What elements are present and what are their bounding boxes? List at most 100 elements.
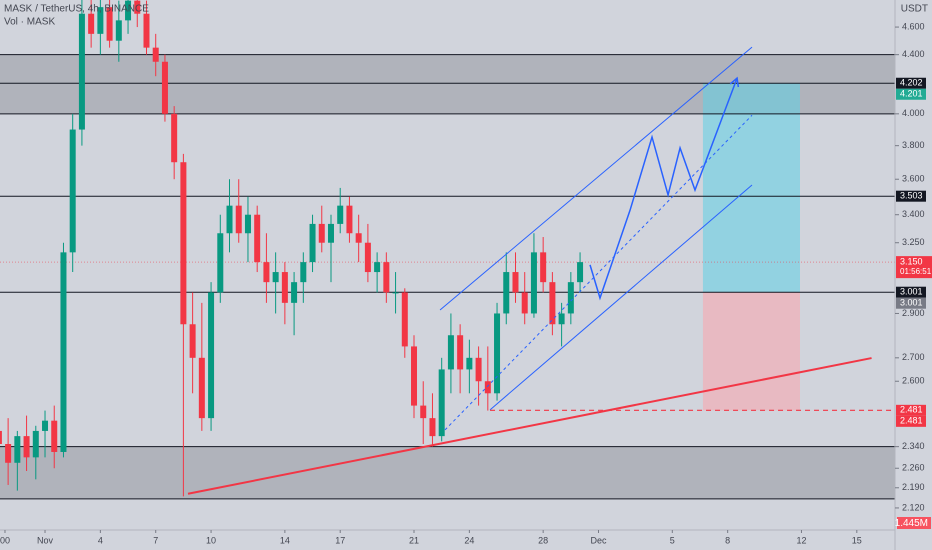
indicator-label: Vol · MASK [4, 17, 55, 28]
candle-body [69, 129, 76, 253]
currency-label: USDT [901, 4, 928, 15]
price-badge [896, 88, 926, 100]
x-tick-label: 24 [464, 535, 474, 545]
candle-body [88, 13, 95, 34]
y-tick-label: 2.120 [902, 502, 925, 512]
candle-body [549, 282, 556, 325]
candle-body [14, 436, 21, 463]
x-tick-label: 21 [409, 535, 419, 545]
price-label: 4.202 [900, 78, 923, 88]
candle-body [23, 436, 30, 458]
candle-body [171, 113, 178, 163]
candle-body [337, 205, 344, 224]
candle-body [309, 223, 316, 263]
candle-body [401, 292, 408, 347]
candle-body [244, 214, 251, 234]
candle-body [364, 242, 371, 273]
candle-body [512, 272, 519, 293]
x-tick-label: 8 [725, 535, 730, 545]
candle-body [374, 262, 381, 273]
candle-body [115, 20, 122, 41]
candle-body [521, 292, 528, 314]
candle-body [494, 313, 501, 394]
x-tick-label: 7 [153, 535, 158, 545]
candle-body [420, 405, 427, 419]
price-badge [896, 404, 926, 416]
candle-body [60, 252, 67, 452]
candle-body [355, 233, 362, 243]
x-tick-label: 17 [335, 535, 345, 545]
header: MASK / TetherUS, 4h, BINANCE Vol · MASK [4, 4, 149, 28]
price-label: 2.481 [900, 405, 923, 415]
candle-body [42, 420, 49, 431]
trend-line [439, 46, 753, 311]
y-tick-label: 4.400 [902, 49, 925, 59]
x-tick-label: 5 [670, 535, 675, 545]
candle-body [466, 357, 473, 370]
candle-body [484, 381, 491, 394]
target-zone [702, 83, 800, 293]
candle-body [161, 61, 168, 114]
price-badge [896, 77, 926, 89]
candle-body [180, 162, 187, 325]
candle-body [558, 313, 565, 325]
x-tick-label: 4 [98, 535, 103, 545]
price-label: 3.001 [900, 287, 923, 297]
candle-body [530, 252, 537, 314]
candle-body [318, 223, 325, 243]
candle-body [198, 357, 205, 419]
x-tick-label: 14 [280, 535, 290, 545]
candle-body [254, 214, 261, 263]
x-tick-label: 28 [538, 535, 548, 545]
candle-body [78, 13, 85, 130]
plot-area [0, 0, 895, 500]
candle-body [217, 233, 224, 293]
candle-body [0, 430, 2, 445]
y-tick-label: 2.900 [902, 308, 925, 318]
y-tick-label: 4.000 [902, 108, 925, 118]
candle-body [447, 335, 454, 370]
y-tick-label: 3.400 [902, 209, 925, 219]
y-tick-label: 2.260 [902, 463, 925, 473]
candle-body [97, 7, 104, 34]
candle-body [291, 282, 298, 303]
candle-body [189, 324, 196, 358]
symbol-title: MASK / TetherUS, 4h, BINANCE [4, 4, 149, 15]
last-price-label: 3.150 [900, 257, 923, 267]
x-tick-label: Dec [591, 535, 608, 545]
y-tick-label: 3.250 [902, 237, 925, 247]
candle-body [540, 252, 547, 283]
trend-line [187, 357, 872, 495]
candle-body [106, 7, 113, 41]
last-price-badge [896, 256, 932, 279]
candle-body [235, 205, 242, 234]
candle-body [125, 0, 132, 21]
price-badge [896, 190, 926, 202]
candle-body [411, 346, 418, 406]
candle-body [263, 262, 270, 283]
candle-body [208, 292, 215, 419]
price-badge [896, 286, 926, 298]
x-tick-label: 15 [852, 535, 862, 545]
volume-badge [897, 517, 931, 529]
price-label: 3.001 [900, 298, 923, 308]
candle-body [346, 205, 353, 234]
y-tick-label: 3.600 [902, 174, 925, 184]
y-tick-label: 4.600 [902, 21, 925, 31]
candle-body [567, 282, 574, 314]
price-label: 4.201 [900, 89, 923, 99]
price-label: 2.481 [900, 416, 923, 426]
candle-body [143, 13, 150, 48]
candle-body [475, 357, 482, 382]
trend-line [489, 184, 753, 411]
candle-body [51, 420, 58, 452]
volume-label: 1.445M [895, 518, 928, 529]
candle-body [32, 430, 39, 458]
candle-body [503, 272, 510, 314]
y-tick-label: 2.190 [902, 482, 925, 492]
candle-body [300, 262, 307, 283]
x-tick-label: 12 [796, 535, 806, 545]
y-tick-label: 2.700 [902, 352, 925, 362]
